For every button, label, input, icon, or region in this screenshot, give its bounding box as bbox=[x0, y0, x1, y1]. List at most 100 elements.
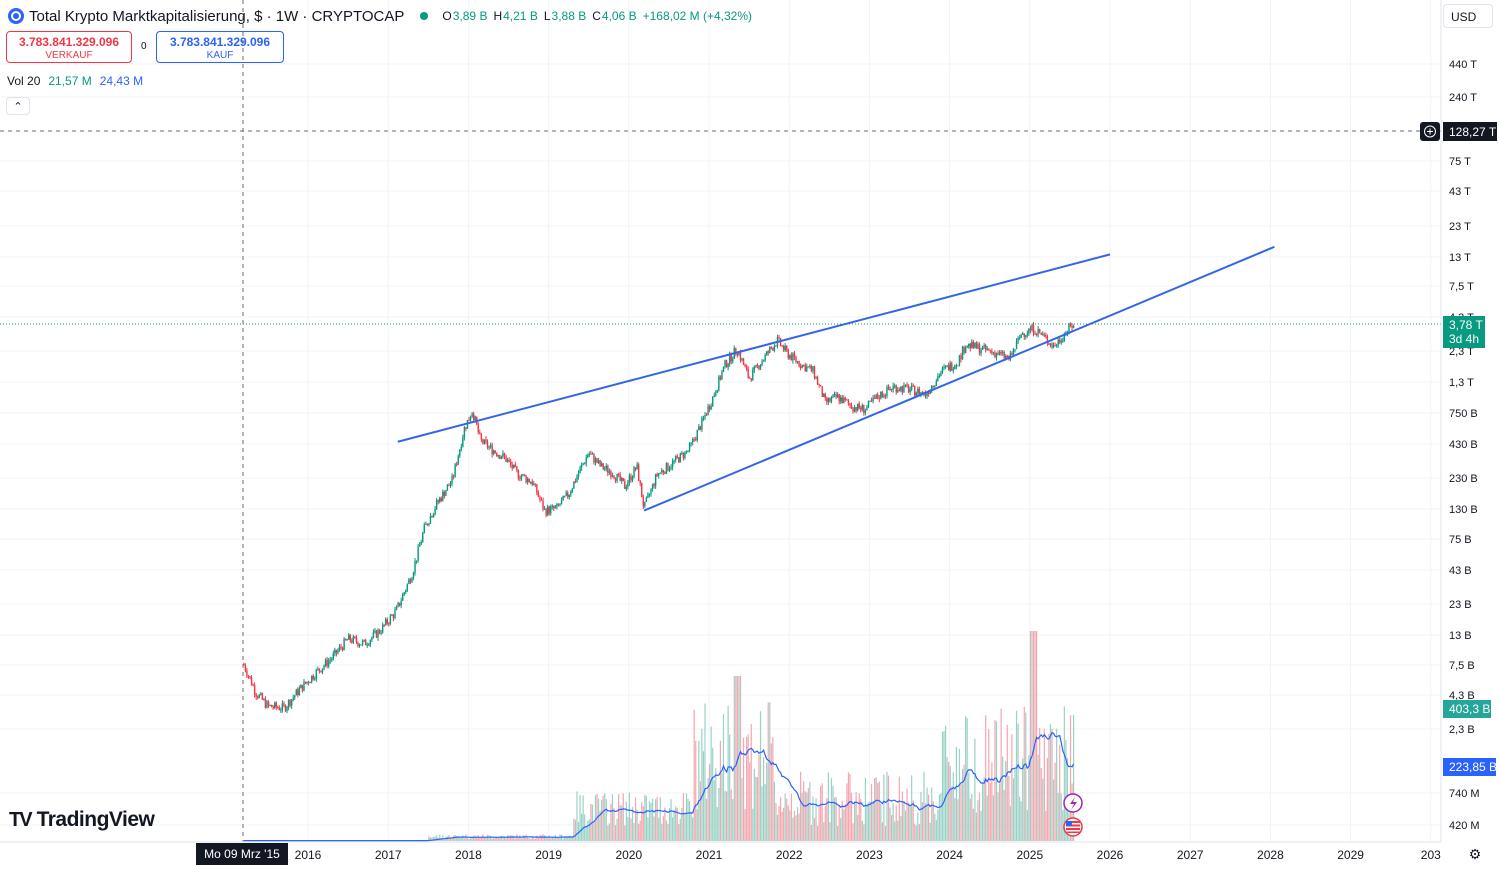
volume-bar bbox=[912, 800, 914, 841]
candle-body bbox=[397, 602, 399, 607]
volume-bar bbox=[841, 800, 843, 841]
volume-bar bbox=[955, 746, 957, 841]
crosshair-price-tag[interactable]: 128,27 T bbox=[1420, 122, 1497, 141]
candle-body bbox=[508, 460, 510, 462]
volume-bar bbox=[523, 835, 526, 841]
volume-bar bbox=[772, 737, 774, 841]
market-status-dot-icon[interactable] bbox=[420, 12, 429, 20]
candle-body bbox=[634, 467, 637, 470]
candle-body bbox=[952, 369, 955, 371]
candle-body bbox=[1017, 338, 1019, 342]
candle-body bbox=[556, 504, 558, 507]
chart-settings-gear-icon[interactable]: ⚙ bbox=[1468, 845, 1482, 862]
candle-body bbox=[269, 704, 271, 706]
price-axis-label: 240 T bbox=[1449, 92, 1477, 104]
candle-body bbox=[509, 461, 512, 465]
candle-body bbox=[469, 417, 472, 421]
volume-bar bbox=[428, 836, 430, 841]
volume-bar bbox=[533, 838, 535, 841]
candle-body bbox=[449, 483, 452, 486]
volume-bar bbox=[1063, 706, 1065, 841]
volume-bar bbox=[742, 737, 745, 841]
trendlines[interactable] bbox=[397, 245, 1275, 512]
candle-body bbox=[1069, 324, 1072, 327]
candle-body bbox=[770, 347, 773, 349]
volume-bar bbox=[969, 798, 971, 841]
candle-body bbox=[290, 699, 293, 706]
volume-bar bbox=[668, 808, 671, 841]
sell-button[interactable]: 3.783.841.329.096 VERKAUF bbox=[6, 31, 132, 63]
volume-bar bbox=[1002, 756, 1004, 841]
volume-bar bbox=[1043, 728, 1045, 841]
candle-body bbox=[671, 460, 674, 468]
volume-bar bbox=[766, 762, 768, 841]
candle-body bbox=[772, 348, 774, 351]
bar-countdown-label: 3d 4h bbox=[1449, 332, 1479, 346]
event-icon-flash[interactable] bbox=[1063, 793, 1083, 813]
volume-bar bbox=[536, 835, 538, 841]
volume-bar bbox=[1025, 712, 1027, 841]
symbol-header: Total Krypto Marktkapitalisierung, $ · 1… bbox=[8, 6, 752, 26]
volume-bar bbox=[628, 792, 631, 841]
candle-body bbox=[761, 361, 763, 365]
symbol-title[interactable]: Total Krypto Marktkapitalisierung, $ · 1… bbox=[29, 7, 405, 25]
volume-bar bbox=[938, 794, 941, 841]
currency-selector[interactable]: USD bbox=[1443, 4, 1493, 28]
candle-body bbox=[435, 500, 438, 509]
candle-body bbox=[562, 496, 564, 501]
candle-body bbox=[954, 365, 956, 370]
price-axis-label: 7,5 T bbox=[1449, 281, 1474, 293]
time-axis-label: 2017 bbox=[375, 848, 402, 862]
candle-body bbox=[343, 638, 345, 650]
candle-body bbox=[545, 508, 547, 516]
candle-body bbox=[492, 450, 495, 455]
candle-body bbox=[301, 684, 304, 691]
collapse-legend-button[interactable]: ⌃ bbox=[6, 97, 30, 115]
volume-bar bbox=[840, 817, 842, 841]
candle-body bbox=[358, 644, 361, 647]
time-axis[interactable]: 2016 2017 2018 2019 2020 2021 2022 2023 2024 2025… bbox=[295, 848, 1441, 862]
add-alert-icon[interactable] bbox=[1424, 125, 1436, 138]
candle-body bbox=[739, 352, 742, 361]
candle-body bbox=[439, 498, 441, 502]
candle-body bbox=[958, 355, 961, 366]
volume-bar bbox=[874, 778, 876, 841]
volume-bar bbox=[759, 711, 762, 841]
volume-bar bbox=[779, 797, 782, 841]
candle-body bbox=[577, 473, 580, 477]
volume-bar bbox=[858, 793, 860, 841]
volume-bar bbox=[829, 822, 831, 841]
volume-bar bbox=[641, 802, 643, 841]
candle-body bbox=[1037, 329, 1039, 335]
candle-body bbox=[252, 685, 254, 687]
candle-body bbox=[824, 394, 826, 399]
volume-bar bbox=[952, 772, 954, 841]
volume-bar bbox=[1022, 758, 1024, 841]
candle-body bbox=[873, 397, 876, 399]
volume-bar bbox=[948, 761, 950, 841]
candle-body bbox=[712, 396, 714, 407]
volume-bar bbox=[451, 837, 453, 841]
volume-bar bbox=[744, 808, 746, 841]
candle-body bbox=[924, 392, 927, 397]
candle-body bbox=[715, 392, 717, 396]
candle-body bbox=[773, 345, 776, 351]
candle-body bbox=[369, 640, 372, 645]
candle-body bbox=[735, 348, 737, 354]
event-icon-us-flag[interactable] bbox=[1063, 817, 1083, 837]
volume-bar bbox=[505, 838, 507, 841]
candle-body bbox=[445, 490, 447, 497]
volume-legend[interactable]: Vol 20 21,57 M 24,43 M bbox=[7, 74, 143, 88]
candle-body bbox=[890, 388, 893, 390]
candle-body bbox=[488, 446, 490, 448]
buy-button[interactable]: 3.783.841.329.096 KAUF bbox=[156, 31, 284, 63]
candle-body bbox=[323, 665, 325, 669]
volume-bar bbox=[704, 703, 706, 841]
trendline[interactable] bbox=[643, 245, 1275, 512]
trendline[interactable] bbox=[397, 253, 1111, 443]
candle-body bbox=[381, 624, 384, 633]
volume-bar bbox=[823, 822, 825, 841]
tradingview-logo[interactable]: TV TradingView bbox=[9, 808, 155, 832]
